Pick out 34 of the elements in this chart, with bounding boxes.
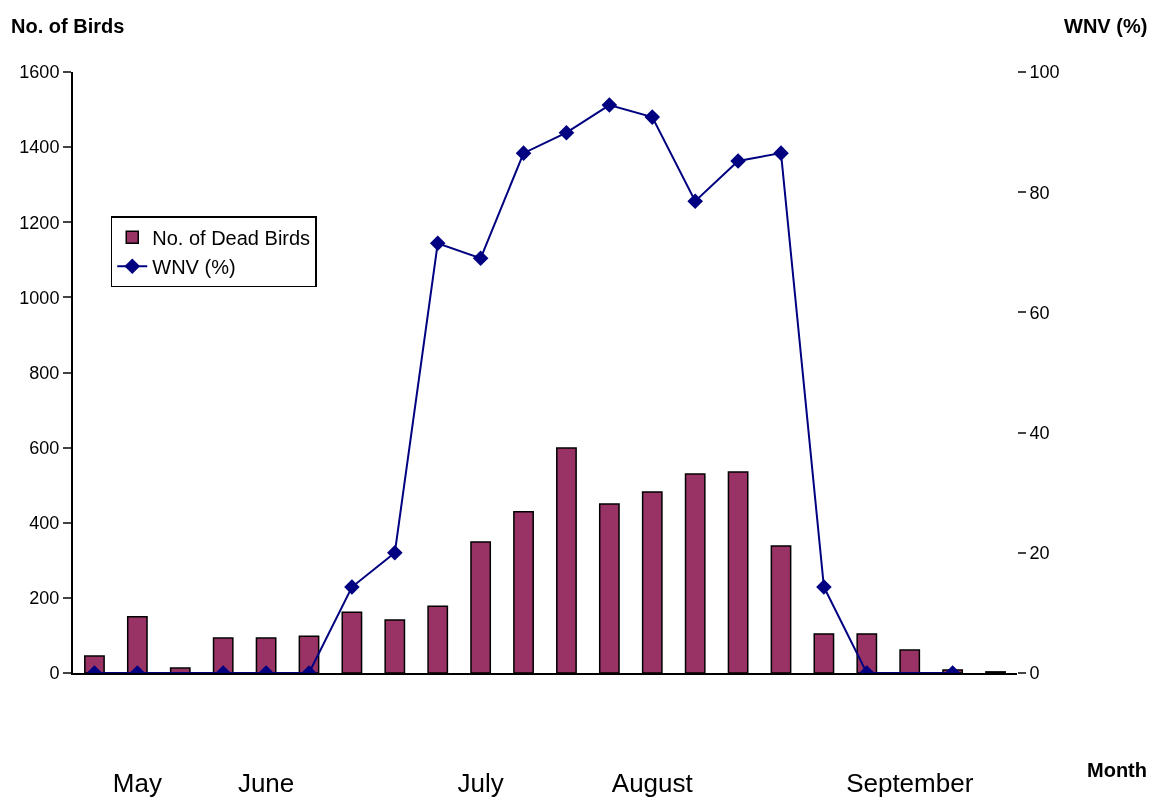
y-tick-label: 600: [29, 437, 60, 458]
x-tick-label: August: [611, 768, 694, 799]
point: [687, 193, 703, 210]
y-tick-label: 200: [29, 588, 60, 609]
point: [515, 145, 532, 161]
y2-tick-label: 60: [1029, 302, 1050, 323]
point: [429, 235, 446, 252]
point: [472, 250, 489, 267]
y-tick-label: 0: [49, 663, 60, 684]
y-tick-label: 1000: [19, 287, 60, 308]
point: [730, 153, 746, 169]
y2-tick-label: 0: [1029, 663, 1040, 684]
x-axis-title: Month: [1087, 759, 1147, 781]
y-tick-label: 400: [29, 513, 60, 534]
x-tick-label: July: [457, 768, 504, 799]
y-tick-label: 1200: [19, 212, 60, 233]
point: [644, 109, 661, 125]
y-tick-label: 1600: [19, 62, 60, 83]
y2-axis-title: WNV (%): [1064, 15, 1148, 37]
x-tick-label: May: [112, 768, 162, 799]
point: [601, 97, 618, 113]
y2-tick-label: 40: [1029, 422, 1050, 443]
legend-label: No. of Dead Birds: [152, 227, 311, 250]
legend-label: WNV (%): [152, 256, 236, 279]
x-tick-label: June: [237, 768, 295, 799]
point: [558, 124, 575, 141]
y-tick-label: 800: [29, 362, 60, 383]
y-tick-label: 1400: [19, 137, 60, 158]
y2-tick-label: 80: [1029, 182, 1050, 203]
x-tick-label: September: [846, 768, 974, 799]
y2-tick-label: 100: [1029, 62, 1060, 83]
y-axis-title: No. of Birds: [11, 15, 125, 37]
point: [773, 145, 789, 161]
y2-tick-label: 20: [1029, 543, 1050, 564]
